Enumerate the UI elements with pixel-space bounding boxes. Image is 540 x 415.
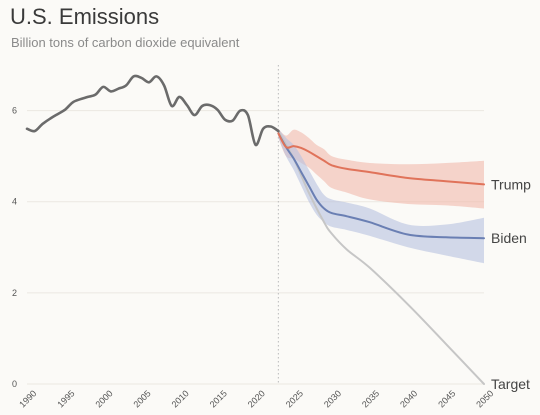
gridlines xyxy=(27,65,484,385)
target-series-line xyxy=(277,130,485,385)
y-axis-ticks: 0 2 4 6 xyxy=(12,106,17,389)
x-tick-label: 2040 xyxy=(398,388,419,409)
y-tick-label: 6 xyxy=(12,106,17,116)
biden-series-label: Biden xyxy=(491,230,527,246)
trump-series-label: Trump xyxy=(491,176,531,192)
trump-series-line xyxy=(277,132,485,186)
target-series-label: Target xyxy=(491,376,530,392)
historical-series-line xyxy=(25,74,280,147)
x-tick-label: 2035 xyxy=(360,388,381,409)
trump-confidence-band xyxy=(278,128,484,209)
series-lines xyxy=(25,74,485,385)
confidence-bands xyxy=(278,128,484,264)
y-tick-label: 2 xyxy=(12,288,17,298)
x-tick-label: 2000 xyxy=(93,388,114,409)
x-tick-label: 2045 xyxy=(436,388,457,409)
biden-confidence-band xyxy=(278,128,484,264)
x-axis-ticks: 1990 1995 2000 2005 2010 2015 2020 2025 2030 2035… xyxy=(17,388,495,409)
x-tick-label: 2020 xyxy=(246,388,267,409)
x-tick-label: 2030 xyxy=(322,388,343,409)
chart-subtitle: Billion tons of carbon dioxide equivalen… xyxy=(11,35,240,50)
x-tick-label: 2015 xyxy=(208,388,229,409)
x-tick-label: 2010 xyxy=(170,388,191,409)
x-tick-label: 2005 xyxy=(132,388,153,409)
y-tick-label: 4 xyxy=(12,197,17,207)
series-labels: Trump Biden Target xyxy=(491,176,531,392)
x-tick-label: 1990 xyxy=(17,388,38,409)
biden-series-line xyxy=(277,132,485,240)
x-tick-label: 1995 xyxy=(55,388,76,409)
page-title: U.S. Emissions xyxy=(10,4,160,29)
y-tick-label: 0 xyxy=(12,379,17,389)
x-tick-label: 2025 xyxy=(284,388,305,409)
